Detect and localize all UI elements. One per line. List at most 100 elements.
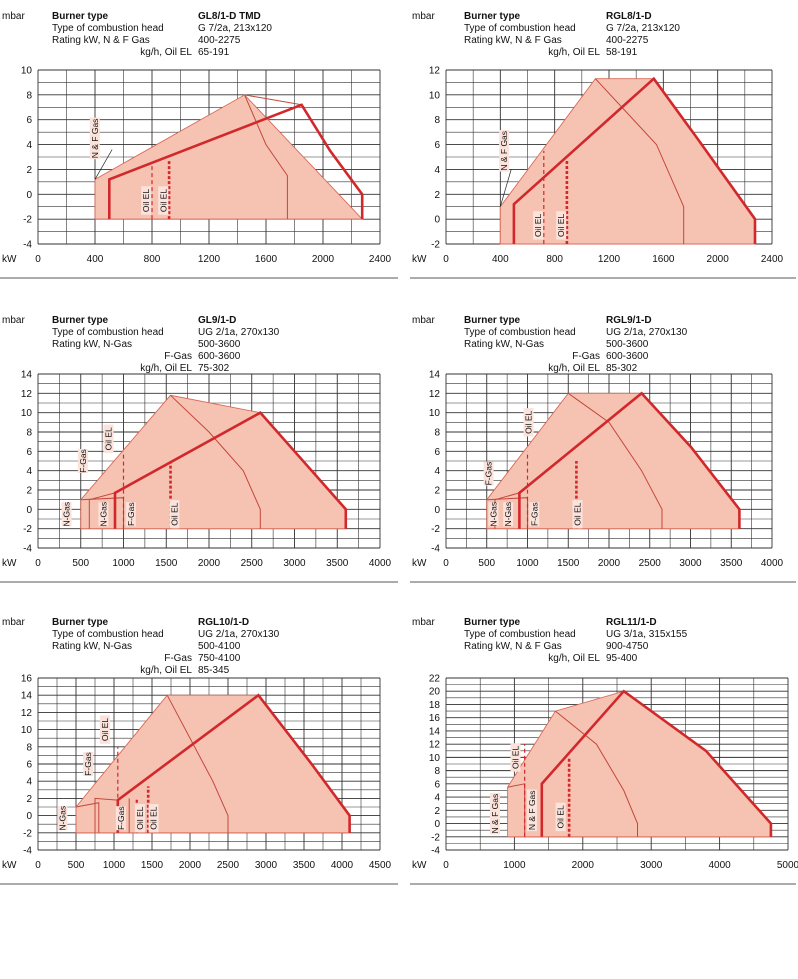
- x-tick-label: 500: [72, 558, 89, 569]
- y-tick-label: 0: [434, 215, 440, 226]
- oil-range-line: [244, 94, 302, 106]
- y-tick-label: 6: [26, 115, 32, 126]
- x-unit-label: kW: [2, 254, 17, 265]
- x-tick-label: 1500: [155, 558, 178, 569]
- rating-value: 95-400: [606, 653, 638, 664]
- svg-text:Oil EL: Oil EL: [100, 718, 110, 741]
- y-tick-label: 0: [26, 505, 32, 516]
- y-tick-label: 4: [26, 777, 32, 788]
- y-tick-label: -4: [431, 544, 440, 555]
- y-tick-label: 14: [21, 691, 33, 702]
- x-tick-label: 1500: [557, 558, 580, 569]
- curve-label: F-Gas: [77, 449, 88, 473]
- x-unit-label: kW: [2, 558, 17, 569]
- firing-range-area: [80, 394, 347, 530]
- burner-type-label: Burner type: [464, 11, 521, 22]
- svg-text:Oil EL: Oil EL: [556, 214, 566, 237]
- curve-label: F-Gas: [115, 806, 126, 831]
- curve-label: N-Gas: [98, 502, 109, 526]
- curve-label: N & F Gas: [499, 130, 509, 172]
- x-unit-label: kW: [2, 860, 17, 871]
- x-tick-label: 0: [443, 860, 449, 871]
- x-tick-label: 0: [35, 860, 41, 871]
- y-unit-label: mbar: [2, 11, 25, 22]
- y-tick-label: 8: [434, 428, 440, 439]
- rating-value: 500-3600: [606, 339, 649, 350]
- y-tick-label: 10: [429, 408, 441, 419]
- rating-label: Rating kW, N-Gas: [52, 339, 132, 350]
- curve-label: F-Gas: [529, 502, 540, 527]
- y-tick-label: -2: [431, 832, 440, 843]
- y-tick-label: 2: [26, 794, 32, 805]
- svg-text:N-Gas: N-Gas: [489, 502, 499, 527]
- curve-label: Oil EL: [103, 424, 114, 454]
- x-tick-label: 4000: [331, 860, 354, 871]
- y-unit-label: mbar: [412, 617, 435, 628]
- x-tick-label: 3000: [255, 860, 278, 871]
- burner-type-label: Burner type: [52, 11, 109, 22]
- curve-label: N-Gas: [503, 502, 513, 526]
- rating-value: 750-4100: [198, 653, 241, 664]
- curve-label: Oil EL: [556, 802, 566, 832]
- x-tick-label: 800: [144, 254, 161, 265]
- svg-text:Oil EL: Oil EL: [104, 427, 114, 450]
- svg-text:N & F Gas: N & F Gas: [499, 131, 509, 171]
- svg-text:Oil EL: Oil EL: [158, 189, 168, 212]
- burner-type-label: Burner type: [52, 315, 109, 326]
- svg-text:Oil EL: Oil EL: [135, 806, 145, 829]
- curve-label: Oil EL: [148, 803, 159, 833]
- y-tick-label: 4: [434, 793, 440, 804]
- y-tick-label: 12: [429, 740, 441, 751]
- curve-label: F-Gas: [483, 461, 494, 486]
- x-tick-label: 1500: [141, 860, 164, 871]
- x-tick-label: 1200: [198, 254, 221, 265]
- x-tick-label: 4000: [708, 860, 731, 871]
- svg-text:N & F Gas: N & F Gas: [490, 794, 500, 834]
- y-tick-label: -2: [431, 524, 440, 535]
- burner-type-label: Burner type: [464, 617, 521, 628]
- gas-working-curve: [108, 103, 364, 220]
- x-tick-label: 1000: [503, 860, 526, 871]
- oil-range-line: [568, 392, 663, 529]
- x-tick-label: 3500: [293, 860, 316, 871]
- rating-value: 65-191: [198, 47, 230, 58]
- y-tick-label: 2: [434, 806, 440, 817]
- y-tick-label: -4: [23, 240, 32, 251]
- curve-label: F-Gas: [83, 752, 94, 776]
- combustion-head-label: Type of combustion head: [464, 23, 576, 34]
- combustion-head-value: G 7/2a, 213x120: [198, 23, 272, 34]
- y-unit-label: mbar: [2, 617, 25, 628]
- curve-label: F-Gas: [125, 502, 136, 527]
- curve-label: Oil EL: [141, 186, 152, 215]
- burner-type-value: RGL11/1-D: [606, 617, 657, 628]
- y-tick-label: 12: [429, 66, 441, 77]
- x-tick-label: 2000: [312, 254, 335, 265]
- y-tick-label: 6: [434, 140, 440, 151]
- rating-label: kg/h, Oil EL: [140, 665, 192, 676]
- y-tick-label: -2: [23, 524, 32, 535]
- rating-value: 85-345: [198, 665, 230, 676]
- y-tick-label: 14: [429, 726, 441, 737]
- curve-label: N & F Gas: [526, 789, 537, 832]
- burner-type-value: GL9/1-D: [198, 315, 236, 326]
- burner-type-label: Burner type: [464, 315, 521, 326]
- x-unit-label: kW: [412, 558, 427, 569]
- rating-value: 400-2275: [198, 35, 241, 46]
- curve-label: N-Gas: [488, 502, 499, 527]
- oil-range-line: [166, 694, 229, 833]
- oil-range-line: [595, 78, 685, 244]
- x-tick-label: 0: [443, 558, 449, 569]
- svg-text:Oil EL: Oil EL: [141, 189, 151, 212]
- x-tick-label: 1600: [652, 254, 675, 265]
- rating-label: Rating kW, N-Gas: [464, 339, 544, 350]
- x-tick-label: 2000: [179, 860, 202, 871]
- y-tick-label: 4: [26, 140, 32, 151]
- rating-label: Rating kW, N-Gas: [52, 641, 132, 652]
- y-unit-label: mbar: [412, 315, 435, 326]
- rating-value: 600-3600: [198, 351, 241, 362]
- svg-text:Oil EL: Oil EL: [573, 502, 583, 525]
- combustion-head-value: G 7/2a, 213x120: [606, 23, 680, 34]
- y-tick-label: 6: [26, 760, 32, 771]
- gas-working-curve: [113, 411, 348, 529]
- oil-range-line: [244, 94, 288, 220]
